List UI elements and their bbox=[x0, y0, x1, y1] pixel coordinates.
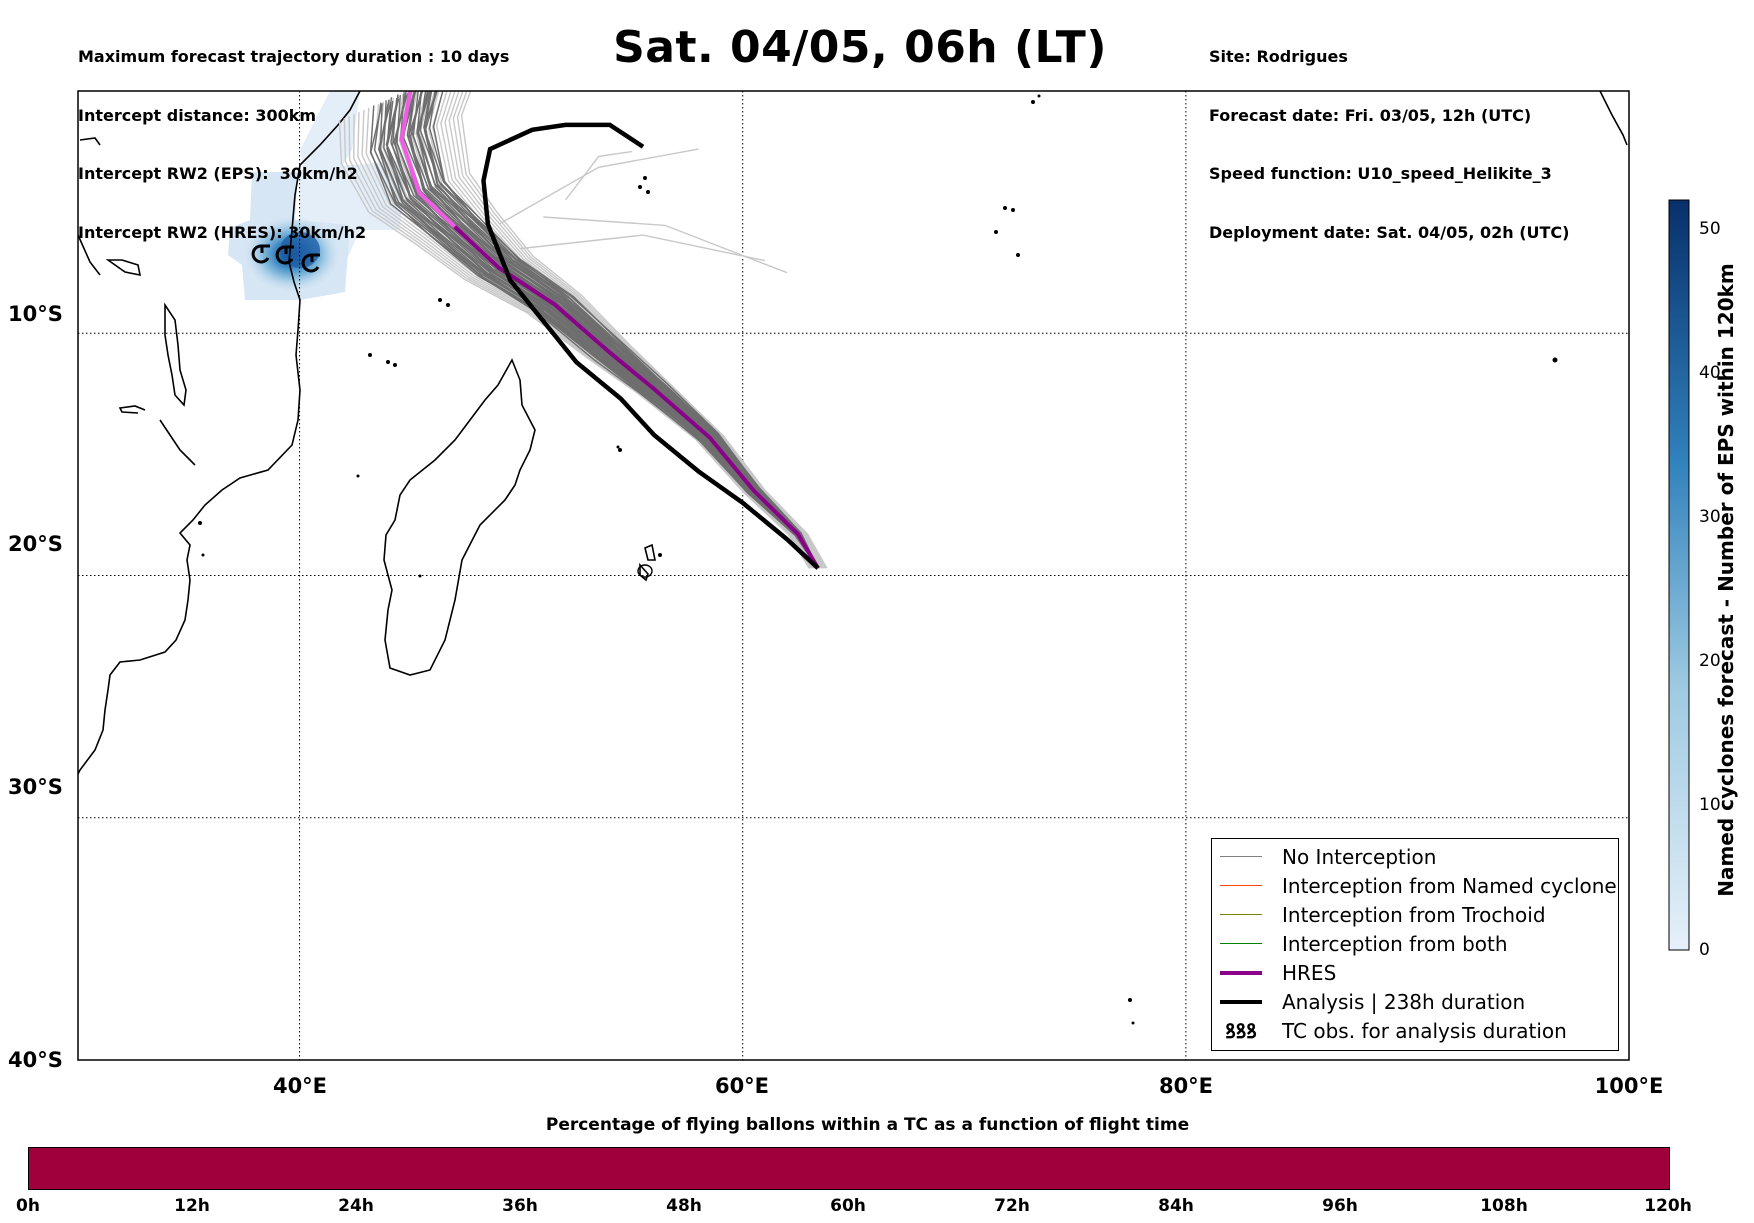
lat-label-40s: 40°S bbox=[8, 1048, 63, 1072]
legend-label: Interception from Named cyclone bbox=[1282, 873, 1617, 898]
madagascar-coast bbox=[383, 358, 536, 676]
eps-trajectory bbox=[521, 234, 766, 262]
eps-trajectory bbox=[386, 98, 819, 569]
mauritius-island bbox=[637, 564, 653, 578]
lon-label-40e: 40°E bbox=[273, 1074, 327, 1098]
lon-label-60e: 60°E bbox=[715, 1074, 769, 1098]
eps-trajectory bbox=[416, 91, 819, 569]
legend-label: Interception from Trochoid bbox=[1282, 902, 1546, 927]
map-title: Sat. 04/05, 06h (LT) bbox=[613, 22, 1107, 73]
eps-colorbar bbox=[1668, 199, 1690, 951]
flight-bar-tick: 48h bbox=[666, 1196, 702, 1216]
colorbar-tick: 20 bbox=[1699, 651, 1721, 671]
lon-label-100e: 100°E bbox=[1595, 1074, 1664, 1098]
lat-label-30s: 30°S bbox=[8, 775, 63, 799]
coastlines bbox=[78, 91, 1628, 776]
legend-item-analysis: Analysis | 238h duration bbox=[1212, 987, 1525, 1016]
colorbar-tick: 40 bbox=[1699, 363, 1721, 383]
flight-bar-tick: 36h bbox=[502, 1196, 538, 1216]
flight-bar-tick: 120h bbox=[1644, 1196, 1692, 1216]
header-right-line-4: Deployment date: Sat. 04/05, 02h (UTC) bbox=[1209, 222, 1570, 242]
legend-item-hres: HRES bbox=[1212, 958, 1336, 987]
header-right: Site: Rodrigues Forecast date: Fri. 03/0… bbox=[1209, 8, 1569, 262]
flight-bar-tick: 0h bbox=[16, 1196, 40, 1216]
legend-label: HRES bbox=[1282, 960, 1337, 985]
flight-bar-tick: 96h bbox=[1322, 1196, 1358, 1216]
colorbar-tick: 30 bbox=[1699, 507, 1721, 527]
legend-item-tc-obs: ꝸꝸꝸ TC obs. for analysis duration bbox=[1212, 1016, 1567, 1045]
header-left-line-3: Intercept RW2 (EPS): 30km/h2 bbox=[78, 164, 358, 183]
flight-bar-tick: 12h bbox=[174, 1196, 210, 1216]
eps-trajectory bbox=[425, 91, 819, 569]
flight-bar-tick: 72h bbox=[994, 1196, 1030, 1216]
flight-bar-tick: 108h bbox=[1480, 1196, 1528, 1216]
header-right-line-3: Speed function: U10_speed_Helikite_3 bbox=[1209, 164, 1552, 183]
header-left-line-2: Intercept distance: 300km bbox=[78, 105, 317, 125]
eps-trajectory bbox=[432, 91, 819, 569]
colorbar-tick: 50 bbox=[1699, 219, 1721, 239]
colorbar-tick: 0 bbox=[1699, 940, 1710, 960]
tc-obs-symbols bbox=[251, 244, 320, 273]
lake-coast bbox=[164, 302, 187, 407]
eps-trajectory bbox=[543, 216, 788, 274]
legend-item-trochoid: Interception from Trochoid bbox=[1212, 900, 1546, 929]
map-frame bbox=[77, 90, 1630, 1061]
header-left-line-1: Maximum forecast trajectory duration : 1… bbox=[78, 47, 510, 66]
flight-bar-tick: 24h bbox=[338, 1196, 374, 1216]
flight-bar-tick: 60h bbox=[830, 1196, 866, 1216]
header-left: Maximum forecast trajectory duration : 1… bbox=[78, 8, 509, 262]
lon-label-80e: 80°E bbox=[1159, 1074, 1213, 1098]
eps-trajectory bbox=[498, 148, 699, 225]
legend-label: Analysis | 238h duration bbox=[1282, 989, 1526, 1014]
colorbar-tick: 10 bbox=[1699, 795, 1721, 815]
header-left-line-4: Intercept RW2 (HRES): 30km/h2 bbox=[78, 222, 367, 242]
legend-item-no-interception: No Interception bbox=[1212, 842, 1436, 871]
legend: No Interception Interception from Named … bbox=[1211, 838, 1619, 1051]
legend-label: Interception from both bbox=[1282, 931, 1508, 956]
lat-labels: 10°S 20°S 30°S 40°S bbox=[8, 302, 63, 1072]
eps-trajectory bbox=[460, 91, 828, 569]
africa-coast bbox=[78, 91, 361, 776]
legend-label: No Interception bbox=[1282, 844, 1437, 869]
lat-label-10s: 10°S bbox=[8, 302, 63, 326]
flight-bar-title: Percentage of flying ballons within a TC… bbox=[545, 1115, 1190, 1135]
legend-item-named-cyclone: Interception from Named cyclone bbox=[1212, 871, 1617, 900]
legend-item-both: Interception from both bbox=[1212, 929, 1508, 958]
eps-trajectory bbox=[564, 150, 633, 201]
hres-trajectory bbox=[453, 225, 820, 570]
graticule bbox=[78, 91, 1629, 1060]
lat-label-20s: 20°S bbox=[8, 532, 63, 556]
small-islands bbox=[198, 94, 1558, 1025]
header-right-line-1: Site: Rodrigues bbox=[1209, 47, 1348, 66]
lon-labels: 40°E 60°E 80°E 100°E bbox=[273, 1074, 1663, 1098]
flight-bar-tick: 84h bbox=[1158, 1196, 1194, 1216]
analysis-trajectory bbox=[481, 122, 820, 570]
tc-obs-icon: ꝸꝸꝸ bbox=[1225, 1019, 1257, 1043]
colorbar-label: Named cyclones forecast - Number of EPS … bbox=[1714, 263, 1738, 897]
header-right-line-2: Forecast date: Fri. 03/05, 12h (UTC) bbox=[1209, 105, 1532, 125]
legend-label: TC obs. for analysis duration bbox=[1282, 1018, 1567, 1043]
flight-time-bar bbox=[28, 1147, 1670, 1190]
